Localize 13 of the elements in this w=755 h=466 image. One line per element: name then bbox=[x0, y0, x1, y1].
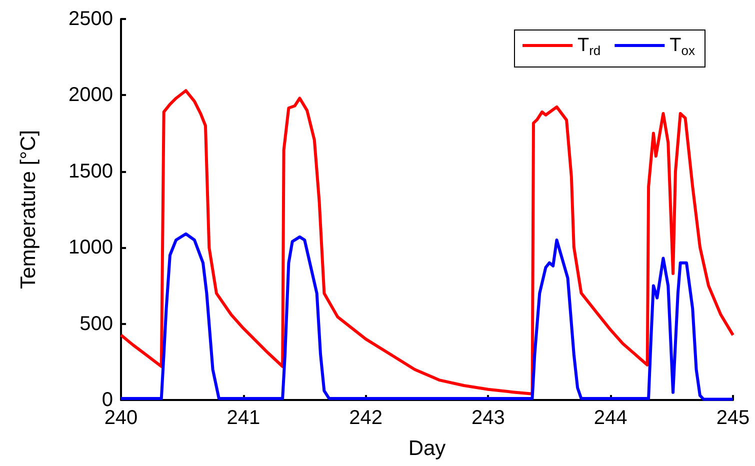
y-tick-label: 2000 bbox=[68, 84, 113, 106]
y-tick-label: 500 bbox=[80, 312, 113, 335]
x-tick-label: 243 bbox=[472, 407, 505, 429]
y-tick-label: 2500 bbox=[68, 8, 113, 30]
x-tick-label: 245 bbox=[716, 407, 750, 429]
x-tick-label: 242 bbox=[349, 407, 382, 429]
line-series bbox=[120, 89, 734, 396]
y-tick-label: 1000 bbox=[68, 236, 113, 259]
y-axis-title: Temperature [°C] bbox=[17, 130, 40, 289]
x-tick-label: 244 bbox=[594, 407, 628, 429]
x-axis-title: Day bbox=[408, 437, 446, 460]
x-tick-label: 241 bbox=[226, 407, 260, 429]
y-tick-label: 1500 bbox=[68, 160, 113, 182]
